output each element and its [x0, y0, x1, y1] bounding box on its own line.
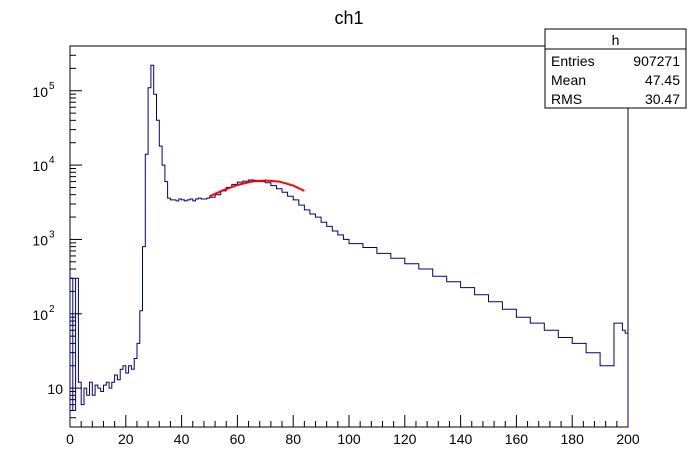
- y-tick-label: 10: [32, 232, 48, 248]
- stats-row-label: Entries: [551, 53, 595, 69]
- y-tick-label: 10: [32, 84, 48, 100]
- stats-row-label: Mean: [551, 72, 586, 88]
- histogram-line: [69, 64, 629, 427]
- stats-box: h Entries 907271 Mean 47.45 RMS 30.47: [544, 28, 687, 109]
- stats-row-value: 907271: [633, 53, 680, 69]
- fit-series: [209, 179, 305, 198]
- x-tick-label: 0: [66, 431, 74, 447]
- x-tick-label: 100: [337, 431, 361, 447]
- x-tick-label: 160: [505, 431, 529, 447]
- x-tick-label: 60: [230, 431, 246, 447]
- stats-row-value: 47.45: [645, 72, 680, 88]
- y-tick-label: 10: [32, 307, 48, 323]
- x-tick-label: 20: [118, 431, 134, 447]
- y-tick-exponent: 5: [49, 81, 55, 92]
- stats-row-value: 30.47: [645, 91, 680, 107]
- x-tick-label: 140: [449, 431, 473, 447]
- y-tick-exponent: 4: [49, 155, 55, 166]
- stats-box-name: h: [612, 32, 620, 48]
- x-tick-label: 120: [393, 431, 417, 447]
- y-tick-label: 10: [32, 158, 48, 174]
- fit-curve: [209, 179, 305, 198]
- chart-title: ch1: [334, 8, 363, 28]
- histogram-series: [69, 64, 629, 427]
- y-tick-exponent: 3: [49, 229, 55, 240]
- y-tick-exponent: 2: [49, 304, 55, 315]
- x-axis-ticks: 0 20 40 60 80 100 120 140 160 180 200: [66, 415, 640, 447]
- x-tick-label: 80: [285, 431, 301, 447]
- y-tick-label: 10: [47, 381, 63, 397]
- x-tick-label: 200: [616, 431, 640, 447]
- x-tick-label: 40: [174, 431, 190, 447]
- stats-box-frame: [544, 28, 687, 109]
- stats-row-label: RMS: [551, 91, 582, 107]
- x-tick-label: 180: [561, 431, 585, 447]
